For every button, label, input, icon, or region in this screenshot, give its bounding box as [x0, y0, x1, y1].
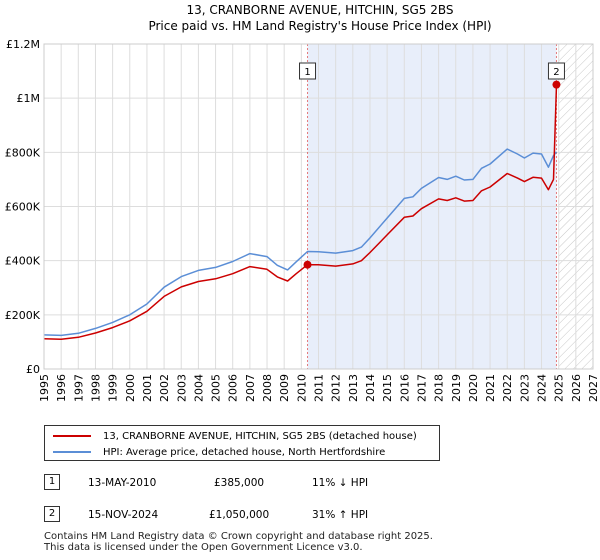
x-tick-label: 2011 — [313, 374, 326, 402]
x-tick-label: 2015 — [381, 374, 394, 402]
transaction-label-box — [547, 62, 565, 80]
x-tick-label: 2018 — [433, 374, 446, 402]
footer-line-2: This data is licensed under the Open Gov… — [44, 542, 363, 553]
y-tick-label: £0 — [26, 363, 40, 376]
legend-swatch-property — [53, 435, 91, 437]
y-tick-label: £200K — [5, 309, 41, 322]
transaction-hpi-change: 11% ↓ HPI — [312, 477, 369, 489]
chart-title: 13, CRANBORNE AVENUE, HITCHIN, SG5 2BS — [186, 3, 453, 17]
plot-frame — [43, 43, 594, 370]
chart-legend: 13, CRANBORNE AVENUE, HITCHIN, SG5 2BS (… — [44, 425, 440, 461]
x-tick-label: 1998 — [89, 374, 102, 402]
transaction-label-box — [299, 62, 317, 80]
y-tick-label: £400K — [5, 255, 41, 268]
y-tick-label: £1M — [17, 92, 41, 105]
hpi-line — [43, 148, 558, 337]
x-tick-label: 2024 — [536, 374, 549, 402]
y-tick-label: £800K — [5, 146, 41, 159]
transaction-price: £385,000 — [214, 477, 265, 489]
transaction-label: 2 — [553, 67, 559, 78]
transaction-label: 1 — [304, 67, 310, 78]
footer-attribution: Contains HM Land Registry data © Crown c… — [44, 531, 433, 553]
transaction-point — [552, 80, 561, 89]
transaction-badge: 1 — [44, 474, 60, 490]
x-tick-label: 1997 — [72, 374, 85, 402]
x-tick-label: 1996 — [55, 374, 68, 402]
x-tick-label: 2007 — [244, 374, 257, 402]
legend-label-hpi: HPI: Average price, detached house, Nort… — [103, 446, 386, 458]
x-tick-label: 2027 — [587, 374, 600, 402]
x-tick-label: 2016 — [398, 374, 411, 402]
price-chart: 13, CRANBORNE AVENUE, HITCHIN, SG5 2BS P… — [5, 3, 600, 402]
legend-item-property: 13, CRANBORNE AVENUE, HITCHIN, SG5 2BS (… — [53, 428, 417, 444]
x-tick-label: 2001 — [141, 374, 154, 402]
x-tick-label: 1995 — [38, 374, 51, 402]
legend-item-hpi: HPI: Average price, detached house, Nort… — [53, 444, 385, 460]
legend-swatch-hpi — [53, 451, 91, 453]
property-price-line — [43, 84, 558, 340]
x-tick-label: 2005 — [210, 374, 223, 402]
transaction-date: 15-NOV-2024 — [88, 509, 159, 521]
y-tick-label: £1.2M — [6, 38, 40, 51]
x-tick-label: 1999 — [107, 374, 120, 402]
x-tick-label: 2022 — [501, 374, 514, 402]
x-tick-label: 2003 — [175, 374, 188, 402]
x-tick-label: 2010 — [295, 374, 308, 402]
legend-label-property: 13, CRANBORNE AVENUE, HITCHIN, SG5 2BS (… — [103, 430, 417, 442]
y-tick-label: £600K — [5, 201, 41, 214]
x-tick-label: 2013 — [347, 374, 360, 402]
transaction-point — [303, 260, 312, 269]
chart-subtitle: Price paid vs. HM Land Registry's House … — [148, 19, 491, 33]
x-tick-label: 2012 — [330, 374, 343, 402]
transaction-price: £1,050,000 — [209, 509, 270, 521]
x-tick-label: 2020 — [467, 374, 480, 402]
transaction-date: 13-MAY-2010 — [88, 477, 157, 489]
transaction-hpi-change: 31% ↑ HPI — [312, 509, 369, 521]
x-tick-label: 2002 — [158, 374, 171, 402]
x-tick-label: 2009 — [278, 374, 291, 402]
footer-line-1: Contains HM Land Registry data © Crown c… — [44, 531, 433, 542]
x-tick-label: 2014 — [364, 374, 377, 402]
x-tick-label: 2023 — [518, 374, 531, 402]
x-tick-label: 2026 — [570, 374, 583, 402]
transaction-badge: 2 — [44, 506, 60, 522]
x-tick-label: 2019 — [450, 374, 463, 402]
x-tick-label: 2000 — [124, 374, 137, 402]
x-tick-label: 2021 — [484, 374, 497, 402]
x-tick-label: 2017 — [415, 374, 428, 402]
x-tick-label: 2008 — [261, 374, 274, 402]
x-tick-label: 2004 — [192, 374, 205, 402]
x-tick-label: 2006 — [227, 374, 240, 402]
x-tick-label: 2025 — [553, 374, 566, 402]
